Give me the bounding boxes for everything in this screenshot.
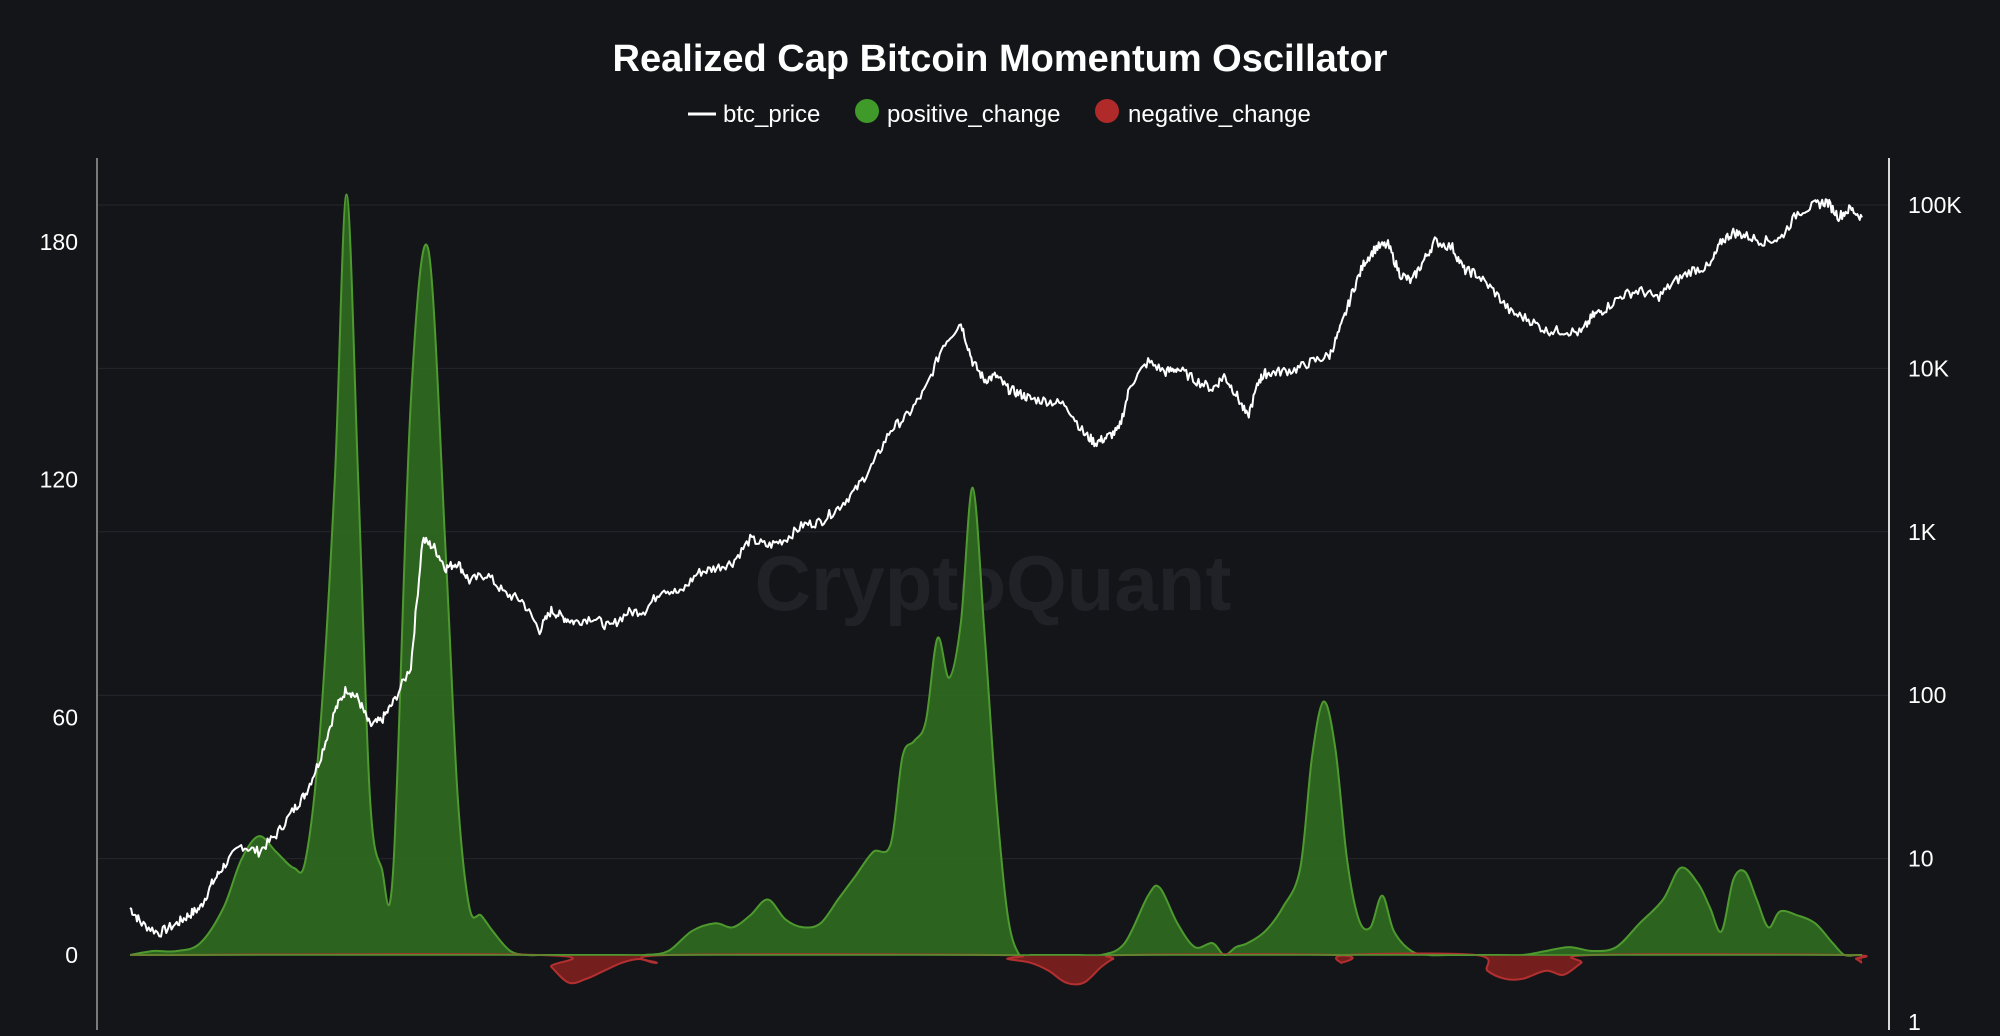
price-layer	[129, 198, 1863, 938]
legend-label-negative-change: negative_change	[1128, 101, 1311, 128]
legend-label-positive-change: positive_change	[887, 101, 1060, 128]
left-axis-ticks: 0 60 120 180	[40, 229, 78, 968]
right-tick-label: 10	[1908, 846, 1934, 872]
legend-label-btc-price: btc_price	[723, 101, 820, 128]
negative-change-outline	[129, 952, 1868, 986]
legend-dot-positive	[855, 99, 879, 123]
left-tick-label: 180	[40, 229, 78, 255]
right-tick-label: 1	[1908, 1009, 1921, 1035]
right-tick-label: 100K	[1908, 192, 1962, 218]
watermark: CryptoQuant	[755, 539, 1232, 627]
left-tick-label: 0	[65, 942, 78, 968]
left-tick-label: 60	[52, 704, 78, 730]
right-tick-label: 100	[1908, 682, 1946, 708]
right-tick-label: 1K	[1908, 519, 1937, 545]
right-tick-label: 10K	[1908, 355, 1950, 381]
left-tick-label: 120	[40, 467, 78, 493]
legend: btc_price positive_change negative_chang…	[688, 99, 1311, 128]
legend-dot-negative	[1095, 99, 1119, 123]
positive-change-outline	[129, 193, 1862, 959]
area-layer	[129, 193, 1868, 986]
right-axis-ticks: 1 10 100 1K 10K 100K	[1908, 192, 1962, 1035]
negative-change-area	[130, 953, 1867, 985]
btc-price-line	[129, 198, 1863, 938]
chart-title: Realized Cap Bitcoin Momentum Oscillator	[613, 38, 1388, 80]
